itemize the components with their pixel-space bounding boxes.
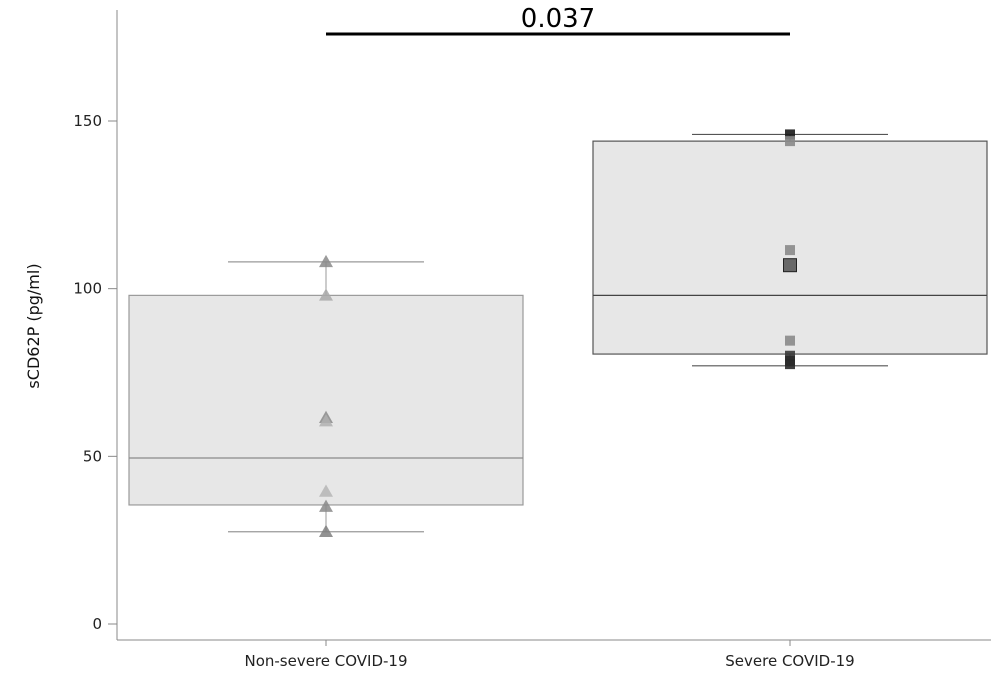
- square-point: [785, 136, 795, 147]
- boxes: [128, 133, 988, 533]
- triangle-point: [319, 288, 333, 301]
- x-tick-label: Non-severe COVID-19: [244, 652, 407, 670]
- triangle-point: [319, 254, 333, 268]
- y-tick-label: 50: [83, 447, 102, 465]
- x-tick-label: Severe COVID-19: [725, 652, 854, 670]
- square-point: [783, 258, 797, 273]
- square-point: [785, 245, 795, 256]
- y-tick-label: 100: [73, 280, 102, 298]
- triangle-point: [319, 499, 333, 512]
- square-point: [785, 350, 795, 361]
- p-value-label: 0.037: [521, 4, 595, 34]
- y-tick-label: 0: [92, 615, 102, 633]
- data-points: [319, 129, 797, 538]
- y-tick-label: 150: [73, 112, 102, 130]
- triangle-point: [319, 484, 333, 497]
- triangle-point: [319, 414, 333, 427]
- annotations: 0.037: [326, 4, 790, 36]
- square-point: [785, 335, 795, 346]
- axes: 0 50 100 150 Non-severe COVID-19 Severe COVID…: [73, 10, 991, 670]
- y-axis-label: sCD62P (pg/ml): [24, 263, 43, 388]
- triangle-point: [319, 524, 333, 538]
- box: [128, 294, 524, 506]
- square-point: [785, 129, 795, 140]
- square-point: [785, 359, 795, 370]
